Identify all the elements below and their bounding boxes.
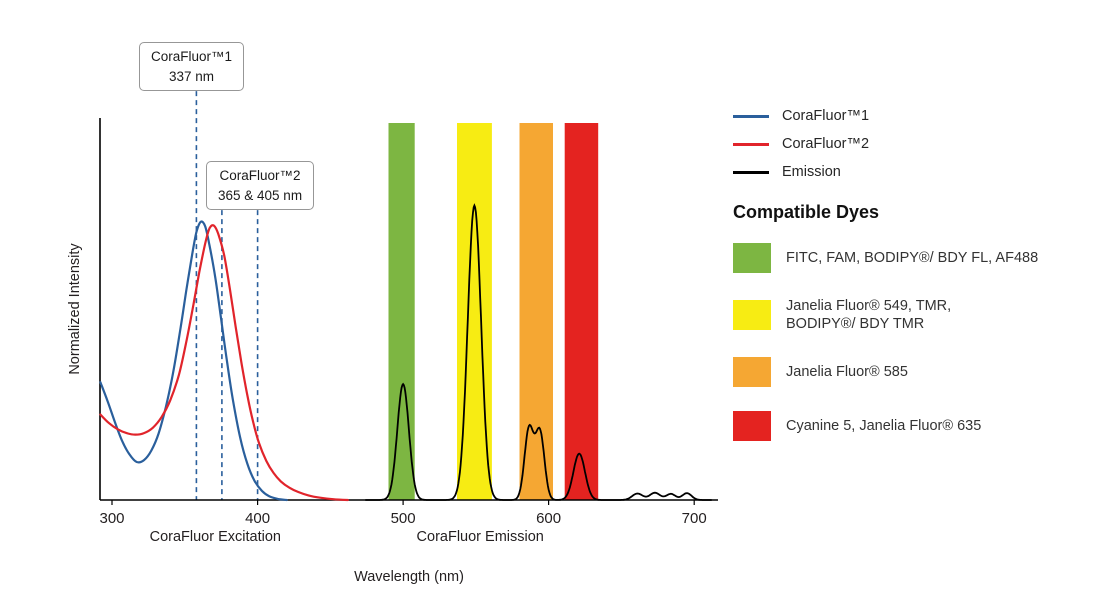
curve-emission xyxy=(365,203,712,501)
filter-band-red xyxy=(564,123,599,500)
x-axis-sublabel: CoraFluor Excitation xyxy=(150,529,281,545)
x-axis-sublabel: CoraFluor Emission xyxy=(417,529,544,545)
dye-swatch-red xyxy=(733,411,771,442)
dye-item-green: FITC, FAM, BODIPY®/ BDY FL, AF488 xyxy=(733,243,1103,273)
legend-item-emission: Emission xyxy=(733,158,1103,186)
legend-line-emission xyxy=(733,170,769,174)
dye-item-orange: Janelia Fluor® 585 xyxy=(733,357,1103,388)
dye-label: Janelia Fluor® 549, TMR, BODIPY®/ BDY TM… xyxy=(786,298,952,333)
dye-swatch-orange xyxy=(733,357,771,388)
legend-item-corafluor1: CoraFluor™1 xyxy=(733,102,1103,130)
x-tick-label: 700 xyxy=(682,510,707,527)
filter-band-orange xyxy=(519,123,553,500)
right-panel: CoraFluor™1 CoraFluor™2 Emission Compati… xyxy=(733,102,1103,442)
callout-corafluor2: CoraFluor™2 365 & 405 nm xyxy=(206,161,315,211)
legend-item-corafluor2: CoraFluor™2 xyxy=(733,130,1103,158)
dye-item-yellow: Janelia Fluor® 549, TMR, BODIPY®/ BDY TM… xyxy=(733,297,1103,333)
callout-corafluor1: CoraFluor™1 337 nm xyxy=(139,42,245,92)
legend-line-corafluor1 xyxy=(733,114,769,118)
callout-corafluor1-title: CoraFluor™1 xyxy=(151,49,233,64)
legend-label: CoraFluor™1 xyxy=(782,108,870,124)
y-axis-title: Normalized Intensity xyxy=(67,243,83,375)
legend: CoraFluor™1 CoraFluor™2 Emission xyxy=(733,102,1103,186)
x-tick-label: 600 xyxy=(536,510,561,527)
legend-label: Emission xyxy=(782,164,841,180)
callout-corafluor1-value: 337 nm xyxy=(169,68,215,84)
callout-corafluor2-title: CoraFluor™2 xyxy=(219,168,301,183)
callout-corafluor2-value: 365 & 405 nm xyxy=(218,187,303,203)
dye-label: FITC, FAM, BODIPY®/ BDY FL, AF488 xyxy=(786,249,1039,266)
dye-item-red: Cyanine 5, Janelia Fluor® 635 xyxy=(733,411,1103,442)
x-tick-label: 400 xyxy=(245,510,270,527)
x-tick-label: 300 xyxy=(99,510,124,527)
compatible-dyes-title: Compatible Dyes xyxy=(733,202,880,222)
dye-swatch-green xyxy=(733,243,771,273)
legend-label: CoraFluor™2 xyxy=(782,136,870,152)
x-tick-label: 500 xyxy=(391,510,416,527)
dye-label: Janelia Fluor® 585 xyxy=(786,364,908,381)
legend-line-corafluor2 xyxy=(733,142,769,146)
x-axis-title: Wavelength (nm) xyxy=(354,569,464,585)
curve-corafluor2 xyxy=(99,224,349,502)
dye-swatch-yellow xyxy=(733,300,771,331)
dye-label: Cyanine 5, Janelia Fluor® 635 xyxy=(786,418,982,435)
compatible-dyes-list: FITC, FAM, BODIPY®/ BDY FL, AF488 Janeli… xyxy=(733,243,1103,442)
curve-corafluor1 xyxy=(99,220,288,502)
